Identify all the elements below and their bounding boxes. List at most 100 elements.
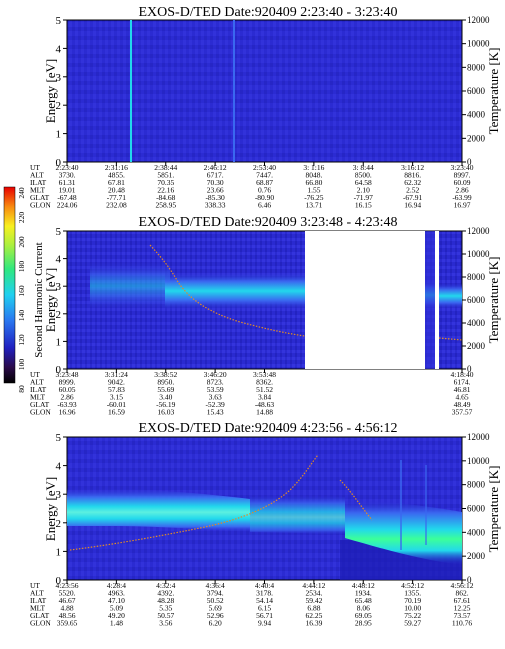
orbit-cell: 52.96: [207, 611, 224, 620]
orbit-cell: 4:52:12: [401, 581, 424, 590]
temperature-tick-label: 4000: [467, 318, 486, 328]
orbit-cell: 1934.: [355, 589, 372, 598]
orbit-cell: 16.96: [59, 408, 76, 417]
orbit-row-label: ALT: [30, 171, 44, 180]
energy-tick-label: 1: [56, 546, 62, 558]
energy-tick-label: 0: [56, 364, 62, 376]
orbit-cell: 4:18:40: [451, 370, 474, 379]
orbit-cell: 4.65: [455, 393, 468, 402]
orbit-cell: 862.: [455, 589, 468, 598]
orbit-cell: 68.87: [256, 178, 273, 187]
temperature-tick-label: 0: [467, 364, 472, 374]
orbit-cell: 8.06: [357, 604, 370, 613]
orbit-cell: 338.33: [205, 201, 226, 210]
orbit-cell: 50.57: [157, 611, 174, 620]
orbit-cell: 5.69: [209, 604, 222, 613]
panel-2-yticks: 0 1 2 3 4 5: [56, 226, 67, 376]
panel-2-data-gap: [305, 231, 425, 369]
orbit-cell: 1355.: [404, 589, 421, 598]
orbit-cell: 8816.: [404, 171, 421, 180]
orbit-cell: -63.99: [452, 193, 472, 202]
colorbar-ticks: 80 100 120 140 160 180 200 220 240: [17, 187, 26, 393]
orbit-cell: 23.66: [207, 186, 224, 195]
orbit-cell: 49.20: [108, 611, 125, 620]
panel-2-orbit-table: UT 3:23:48 3:31:24 3:38:52 3:46:20 3:53:48 4:1…: [30, 369, 474, 417]
panel-2-band-faint: [90, 262, 170, 310]
orbit-cell: 59.27: [404, 619, 421, 628]
orbit-cell: 50.52: [207, 596, 224, 605]
temperature-tick-label: 0: [467, 575, 472, 585]
orbit-cell: 4392.: [157, 589, 174, 598]
energy-tick-label: 2: [56, 309, 62, 321]
orbit-cell: 4:56:12: [451, 581, 474, 590]
orbit-cell: -85.30: [205, 193, 225, 202]
orbit-cell: -63.93: [57, 400, 77, 409]
energy-tick-label: 3: [56, 72, 62, 84]
orbit-row-label: GLON: [30, 408, 51, 417]
orbit-cell: 3.15: [110, 393, 123, 402]
orbit-cell: 224.06: [57, 201, 78, 210]
orbit-cell: 47.10: [108, 596, 125, 605]
orbit-cell: 8997.: [454, 171, 471, 180]
orbit-cell: 19.01: [59, 186, 76, 195]
orbit-cell: 2.10: [357, 186, 370, 195]
orbit-cell: 56.71: [256, 611, 273, 620]
energy-tick-label: 2: [56, 518, 62, 530]
energy-tick-label: 5: [56, 226, 62, 238]
orbit-row-label: GLON: [30, 619, 51, 628]
orbit-cell: 53.59: [207, 385, 224, 394]
orbit-cell: 16.94: [404, 201, 421, 210]
temperature-tick-label: 12000: [467, 226, 490, 236]
orbit-cell: -71.97: [354, 193, 374, 202]
orbit-cell: -56.19: [156, 400, 176, 409]
orbit-cell: 3: 8:44: [353, 163, 374, 172]
orbit-cell: 2:46:12: [204, 163, 227, 172]
energy-tick-label: 3: [56, 489, 62, 501]
temperature-tick-label: 2000: [467, 341, 486, 351]
orbit-cell: -80.90: [255, 193, 275, 202]
panel-3-streak: [400, 460, 402, 550]
orbit-cell: 70.30: [207, 178, 224, 187]
orbit-cell: 3:16:12: [401, 163, 424, 172]
panel-2-temperature-trace-right: [438, 337, 463, 341]
panel-3-title: EXOS-D/TED Date:920409 4:23:56 - 4:56:12: [139, 421, 398, 436]
orbit-row-label: ILAT: [30, 385, 47, 394]
temperature-tick-label: 12000: [467, 432, 490, 442]
orbit-cell: 3178.: [256, 589, 273, 598]
panel-3-ylabel: Energy [eV]: [43, 477, 58, 541]
orbit-cell: 4855.: [108, 171, 125, 180]
panel-3-band-right: [345, 500, 462, 565]
orbit-cell: 16.97: [454, 201, 471, 210]
orbit-cell: 1.55: [307, 186, 320, 195]
temperature-tick-label: 10000: [467, 456, 490, 466]
orbit-cell: 0.76: [258, 186, 271, 195]
orbit-row-label: ALT: [30, 589, 44, 598]
panel-3-y2ticks: 0 2000 4000 6000 8000 10000 12000: [462, 432, 490, 585]
orbit-cell: 67.81: [108, 178, 125, 187]
panel-3-yticks: 0 1 2 3 4 5: [56, 432, 67, 587]
orbit-cell: 3:23:40: [451, 163, 474, 172]
orbit-cell: 28.95: [355, 619, 372, 628]
orbit-cell: 55.69: [157, 385, 174, 394]
colorbar-tick-label: 100: [17, 359, 26, 371]
orbit-cell: 3.40: [159, 393, 172, 402]
orbit-cell: 48.56: [59, 611, 76, 620]
panel-1-spike-b: [233, 20, 235, 162]
orbit-cell: 8950.: [157, 378, 174, 387]
orbit-row-label: UT: [30, 163, 40, 172]
panel-1-y2label: Temperature [K]: [486, 48, 501, 135]
orbit-cell: 2.86: [455, 186, 468, 195]
orbit-cell: 4:36:4: [206, 581, 225, 590]
orbit-cell: 22.16: [157, 186, 174, 195]
panel-1-plot: [66, 19, 463, 163]
colorbar-tick-label: 120: [17, 334, 26, 346]
orbit-cell: 258.95: [155, 201, 176, 210]
orbit-cell: 3:23:48: [56, 370, 79, 379]
orbit-row-label: UT: [30, 370, 40, 379]
orbit-cell: 3.56: [159, 619, 172, 628]
panel-2-block-right: [425, 231, 435, 369]
orbit-row-label: ILAT: [30, 178, 47, 187]
orbit-cell: 66.80: [305, 178, 322, 187]
orbit-row-label: ALT: [30, 378, 44, 387]
